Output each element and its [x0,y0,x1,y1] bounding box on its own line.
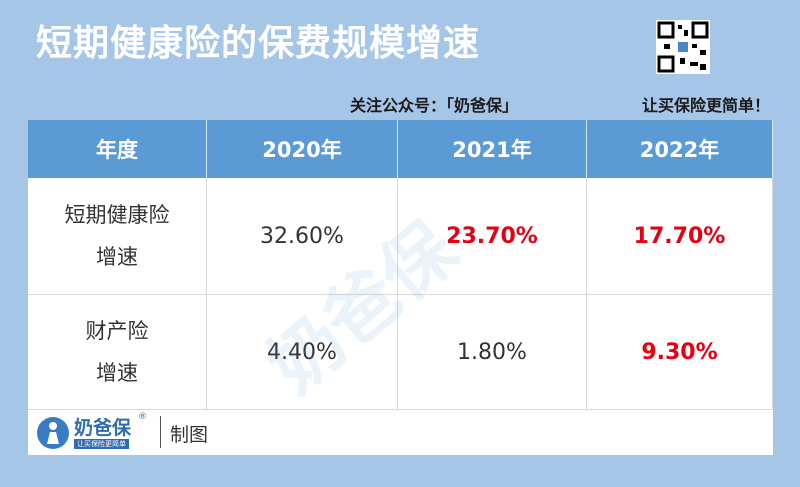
row-label-line: 增速 [96,245,138,269]
tagline: 让买保险更简单 [74,439,129,449]
value-cell: 1.80% [398,295,587,410]
table: 年度 2020年 2021年 2022年 短期健康险 增速 32.60% 23.70% 17.7… [28,120,773,410]
header-cell: 2021年 [398,120,587,178]
row-label-line: 增速 [96,361,138,385]
qr-code [656,20,710,74]
header-cell: 年度 [28,120,207,178]
header-cell: 2022年 [587,120,773,178]
brand: 奶爸保 [74,417,132,439]
value-cell: 23.70% [398,178,587,295]
header-cell: 2020年 [207,120,398,178]
slogan: 让买保险更简单！ [641,96,770,115]
value-cell: 4.40% [207,295,398,410]
row-label-line: 财产险 [85,319,149,343]
row-label-line: 短期健康险 [64,203,170,227]
registered: ® [138,412,147,422]
logo-icon [37,417,69,449]
footer: 奶爸保 ® 让买保险更简单 制图 [28,410,773,455]
subtitle: 关注公众号：「奶爸保」 让买保险更简单！ [350,92,770,116]
note: 制图 [170,424,209,446]
title: 短期健康险的保费规模增速 [36,23,481,64]
row-label: 短期健康险 增速 [28,178,207,295]
follow-text: 关注公众号：「奶爸保」 [350,96,519,115]
value-cell: 32.60% [207,178,398,295]
value-cell: 9.30% [587,295,773,410]
row-label: 财产险 增速 [28,295,207,410]
value-cell: 17.70% [587,178,773,295]
